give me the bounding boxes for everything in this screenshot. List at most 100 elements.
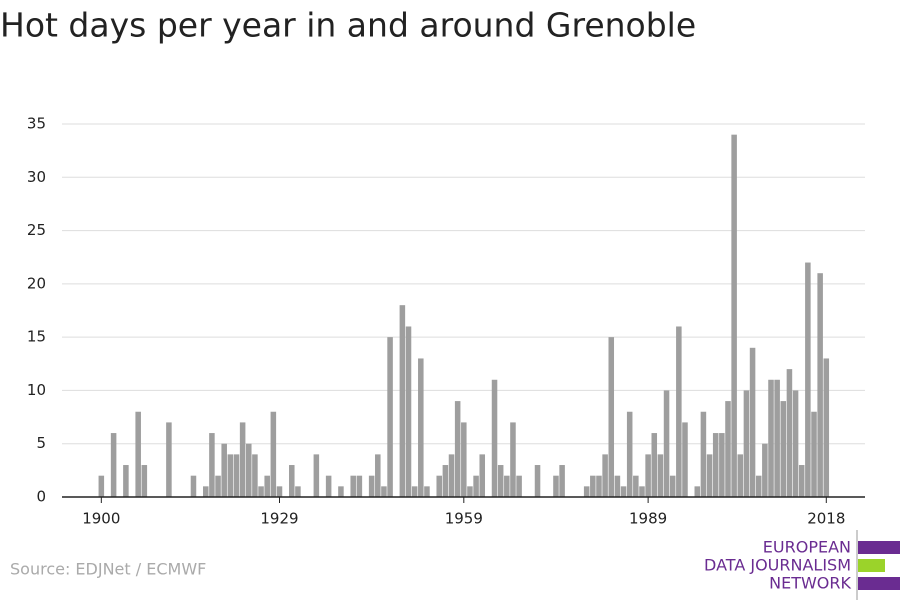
bar [135, 411, 141, 497]
logo-text: NETWORK [769, 574, 851, 593]
bar [473, 475, 479, 497]
bar [350, 475, 356, 497]
bar [553, 475, 559, 497]
y-tick-label: 25 [27, 221, 46, 239]
bar [270, 411, 277, 497]
x-tick-label: 1989 [629, 510, 667, 528]
bar [215, 475, 221, 497]
bar [368, 475, 375, 497]
bar [405, 326, 412, 497]
bar [805, 262, 811, 497]
logo-text: EUROPEAN [763, 538, 851, 557]
bar [295, 486, 301, 497]
bar [497, 465, 504, 497]
bar [676, 326, 682, 497]
bar [313, 454, 320, 497]
y-tick-label: 35 [27, 115, 46, 133]
bar [239, 422, 246, 497]
bar [755, 475, 762, 497]
bar [454, 401, 461, 497]
bar [276, 486, 283, 497]
bar [190, 475, 197, 497]
bar [98, 475, 105, 497]
bar [123, 465, 129, 497]
x-tick-label: 1929 [260, 510, 298, 528]
bar [233, 454, 240, 497]
bar [381, 486, 387, 497]
bar [798, 465, 805, 497]
bar [209, 433, 215, 497]
bar [258, 486, 264, 497]
bar [645, 454, 651, 497]
logo-bar [858, 541, 900, 554]
bar [596, 475, 602, 497]
y-tick-label: 10 [27, 381, 46, 399]
bar [590, 475, 596, 497]
bar [467, 486, 473, 497]
bar [731, 134, 737, 497]
bar [669, 475, 676, 497]
bar [706, 454, 713, 497]
bar [203, 486, 209, 497]
logo-bar [858, 577, 900, 590]
bar [110, 433, 117, 497]
bar [221, 443, 227, 497]
bar [694, 486, 701, 497]
bar [424, 486, 430, 497]
bar [534, 465, 541, 497]
bar [602, 454, 608, 497]
logo-bar [858, 559, 885, 572]
bar [325, 475, 332, 497]
bar [246, 443, 252, 497]
bar [743, 390, 750, 497]
bar [504, 475, 510, 497]
bar [399, 305, 406, 497]
bar [387, 337, 393, 497]
bar [811, 411, 817, 497]
bar [479, 454, 486, 497]
bar [749, 347, 756, 497]
bar [289, 465, 295, 497]
bar [491, 379, 498, 497]
bar [411, 486, 418, 497]
bar [608, 337, 615, 497]
bar [762, 443, 768, 497]
x-tick-label: 1900 [82, 510, 120, 528]
bar [639, 486, 645, 497]
bar [768, 379, 774, 497]
bar [264, 475, 270, 497]
bar [663, 390, 670, 497]
bar [448, 454, 455, 497]
bar [356, 475, 363, 497]
bar [719, 433, 725, 497]
bar [700, 411, 707, 497]
bar [817, 273, 823, 497]
y-tick-label: 20 [27, 274, 46, 292]
bar [516, 475, 522, 497]
bar [823, 358, 830, 497]
bar [651, 433, 658, 497]
chart-title: Hot days per year in and around Grenoble [0, 6, 696, 45]
bar [712, 433, 719, 497]
bar [626, 411, 633, 497]
bar [786, 369, 793, 497]
bar [338, 486, 344, 497]
bar [792, 390, 799, 497]
x-tick-label: 2018 [807, 510, 845, 528]
logo-text: DATA JOURNALISM [704, 556, 851, 575]
y-tick-label: 15 [27, 328, 46, 346]
bar [166, 422, 172, 497]
bar [442, 465, 449, 497]
bar [633, 475, 639, 497]
y-tick-label: 30 [27, 168, 46, 186]
bar [559, 465, 565, 497]
bar [436, 475, 442, 497]
bar [620, 486, 627, 497]
bar [614, 475, 621, 497]
bar [737, 454, 744, 497]
bar [227, 454, 234, 497]
y-tick-label: 5 [36, 434, 46, 452]
y-tick-label: 0 [36, 488, 46, 506]
bar [725, 401, 731, 497]
